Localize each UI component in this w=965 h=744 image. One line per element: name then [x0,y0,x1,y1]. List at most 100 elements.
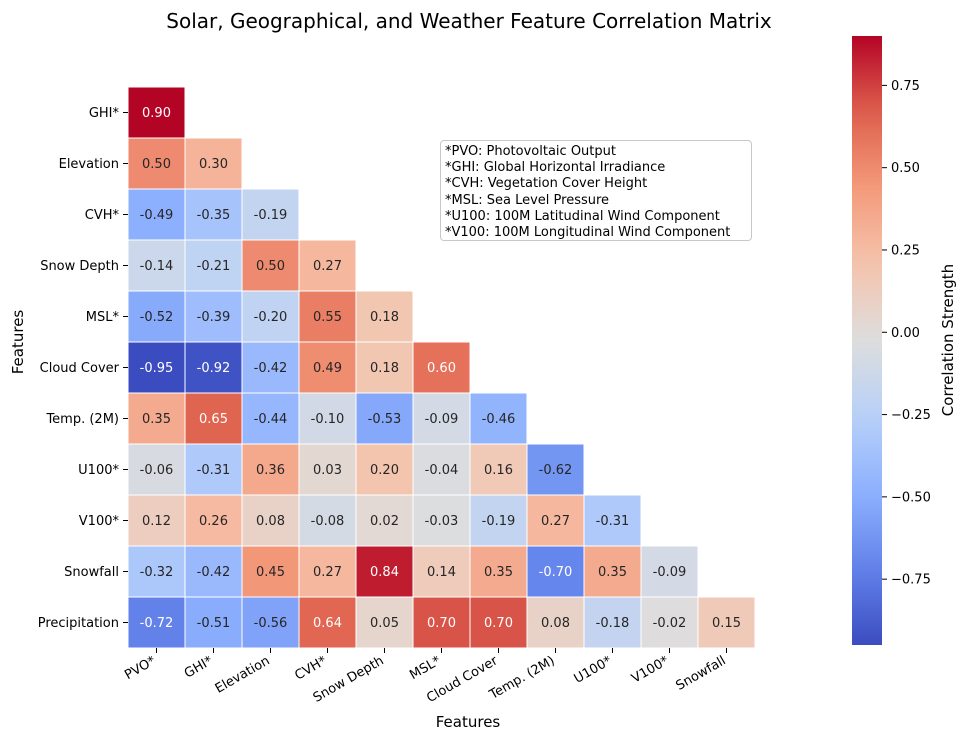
heatmap-cell [127,86,186,139]
x-tick-label: Elevation [213,653,273,696]
cell-value-label: -0.02 [653,616,687,631]
y-tick-label: Snowfall [64,565,119,580]
heatmap-cell [298,341,357,394]
cell-value-label: 0.45 [256,565,285,580]
x-tick-label: U100* [572,653,615,687]
cell-value-label: 0.15 [712,616,741,631]
colorbar-label: Correlation Strength [939,264,957,416]
x-tick-label: GHI* [182,653,216,681]
x-tick-label: PVO* [122,653,159,683]
heatmap-cell [184,494,243,547]
cell-value-label: 0.12 [142,514,171,529]
cell-value-label: 0.49 [313,361,342,376]
legend-line: *GHI: Global Horizontal Irradiance [445,160,666,176]
colorbar-tick-label: 0.00 [891,326,920,341]
abbreviation-legend: *PVO: Photovoltaic Output *GHI: Global H… [440,140,752,241]
cell-value-label: 0.16 [484,463,513,478]
cell-value-label: -0.08 [311,514,345,529]
colorbar [852,36,882,645]
cell-value-label: 0.35 [484,565,513,580]
cell-value-label: 0.14 [427,565,456,580]
cell-value-label: 0.02 [370,514,399,529]
cell-value-label: -0.09 [425,412,459,427]
cell-value-label: 0.27 [313,565,342,580]
cell-value-label: 0.30 [199,157,228,172]
x-tick-label: CVH* [292,653,330,683]
heatmap-cell [298,596,357,649]
heatmap-cell [184,392,243,445]
cell-value-label: -0.56 [254,616,288,631]
colorbar-ticks: 0.75 0.50 0.25 0.00 −0.25 −0.50 −0.75 [882,79,931,588]
heatmap-cell [184,341,243,394]
cell-value-label: -0.62 [539,463,573,478]
cell-value-label: -0.72 [140,616,174,631]
cell-value-label: -0.92 [197,361,231,376]
cell-value-label: 0.35 [142,412,171,427]
y-tick-label: GHI* [89,106,120,121]
heatmap-cells: 0.90 0.50 0.30 -0.49 -0.35 -0.19 -0.14 -0.21 0.5… [127,86,756,649]
chart-title: Solar, Geographical, and Weather Feature… [166,9,772,33]
cell-value-label: 0.70 [427,616,456,631]
colorbar-tick-label: 0.50 [891,161,920,176]
heatmap-cell [526,545,585,598]
heatmap-cell [241,341,300,394]
cell-value-label: 0.20 [370,463,399,478]
heatmap-cell [412,341,471,394]
heatmap-cell [640,545,699,598]
heatmap-cell [184,239,243,292]
heatmap-cell [412,494,471,547]
heatmap-cell [184,545,243,598]
heatmap-cell [298,494,357,547]
x-tick-label: MSL* [407,653,444,683]
cell-value-label: -0.06 [140,463,174,478]
cell-value-label: -0.04 [425,463,459,478]
heatmap-cell [127,596,186,649]
cell-value-label: 0.35 [598,565,627,580]
cell-value-label: -0.09 [653,565,687,580]
heatmap-cell [241,596,300,649]
cell-value-label: 0.64 [313,616,342,631]
heatmap-cell [355,494,414,547]
heatmap-cell [298,290,357,343]
cell-value-label: 0.50 [142,157,171,172]
cell-value-label: -0.19 [254,208,288,223]
cell-value-label: -0.53 [368,412,402,427]
cell-value-label: 0.36 [256,463,285,478]
heatmap-cell [127,239,186,292]
colorbar-tick-label: 0.75 [891,79,920,94]
x-axis-label: Features [436,713,501,731]
heatmap-cell [127,443,186,496]
cell-value-label: -0.46 [482,412,516,427]
heatmap-cell [526,596,585,649]
legend-line: *U100: 100M Latitudinal Wind Component [445,208,720,224]
cell-value-label: -0.32 [140,565,174,580]
cell-value-label: 0.84 [370,565,399,580]
cell-value-label: -0.20 [254,310,288,325]
cell-value-label: -0.14 [140,259,174,274]
cell-value-label: 0.26 [199,514,228,529]
colorbar-tick-label: 0.25 [891,243,920,258]
cell-value-label: -0.21 [197,259,231,274]
heatmap-cell [469,545,528,598]
heatmap-cell [127,494,186,547]
cell-value-label: 0.05 [370,616,399,631]
heatmap-cell [298,545,357,598]
cell-value-label: 0.90 [142,106,171,121]
cell-value-label: 0.18 [370,361,399,376]
heatmap-cell [469,443,528,496]
heatmap-cell [355,392,414,445]
cell-value-label: -0.10 [311,412,345,427]
cell-value-label: 0.08 [541,616,570,631]
heatmap-cell [355,596,414,649]
cell-value-label: -0.31 [197,463,231,478]
heatmap-cell [583,494,642,547]
legend-line: *V100: 100M Longitudinal Wind Component [445,225,731,241]
y-axis-label: Features [9,310,27,375]
legend-line: *PVO: Photovoltaic Output [445,144,616,159]
cell-value-label: -0.31 [596,514,630,529]
heatmap-cell [241,545,300,598]
x-tick-label: Snowfall [674,653,729,693]
y-tick-label: Cloud Cover [40,361,120,376]
y-tick-label: Temp. (2M) [45,412,119,427]
